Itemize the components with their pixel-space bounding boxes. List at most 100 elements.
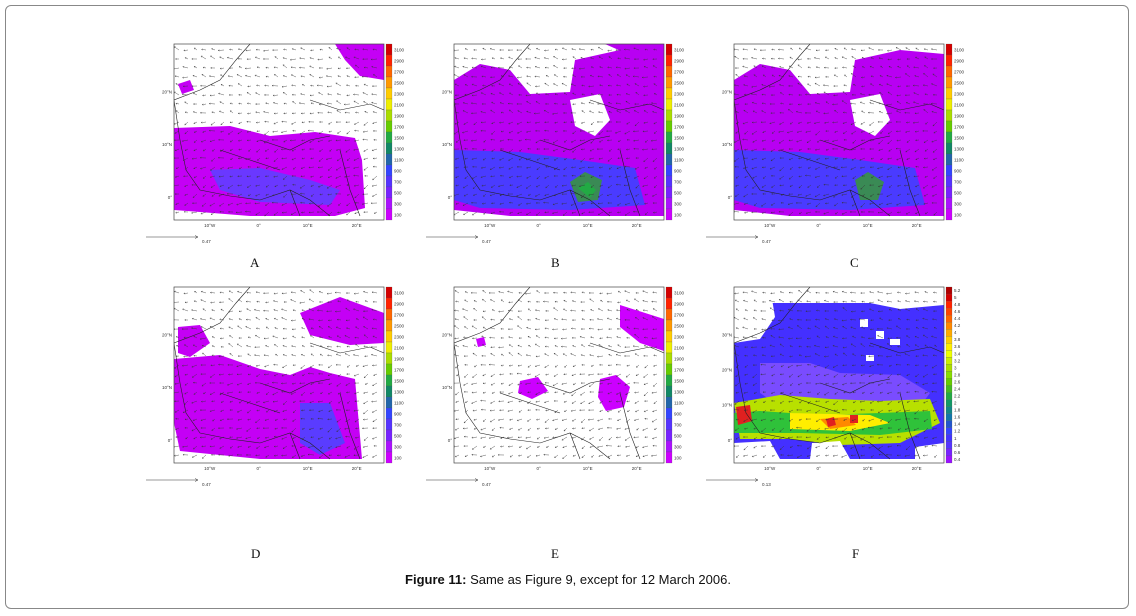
- lon-tick-label: 20°E: [352, 466, 362, 471]
- colorbar-label: 100: [674, 456, 682, 461]
- colorbar-swatch: [665, 286, 673, 299]
- colorbar-swatch: [665, 407, 673, 420]
- colorbar-label: 2700: [394, 313, 405, 318]
- colorbar-label: 5: [954, 295, 957, 300]
- panel-label-d: D: [251, 546, 261, 561]
- colorbar-swatch: [945, 98, 953, 111]
- colorbar-swatch: [385, 43, 393, 56]
- colorbar-label: 3.6: [954, 344, 961, 349]
- colorbar-swatch: [945, 164, 953, 177]
- colorbar-swatch: [385, 98, 393, 111]
- colorbar-label: 2100: [674, 346, 685, 351]
- shaded-region: [866, 355, 874, 361]
- lon-tick-label: 20°E: [352, 223, 362, 228]
- colorbar-swatch: [385, 407, 393, 420]
- colorbar-swatch: [945, 371, 953, 379]
- colorbar-swatch: [385, 308, 393, 321]
- map-b: 20°N 10°N 0° 10°W 0° 10°E 20°E 3100 2900 2700 2500…: [426, 43, 685, 244]
- colorbar-label: 2500: [674, 324, 685, 329]
- lon-tick-label: 10°E: [863, 223, 873, 228]
- shaded-region: [605, 44, 664, 70]
- lat-tick-label: 20°N: [162, 89, 172, 94]
- colorbar-label: 1100: [954, 158, 964, 163]
- colorbar-label: 300: [394, 445, 402, 450]
- colorbar-label: 2500: [394, 81, 405, 86]
- colorbar-label: 1500: [674, 379, 685, 384]
- colorbar-label: 3.8: [954, 337, 961, 342]
- colorbar-label: 1900: [394, 114, 405, 119]
- colorbar-label: 1300: [954, 147, 965, 152]
- colorbar-swatch: [945, 441, 953, 450]
- colorbar-label: 4.8: [954, 302, 961, 307]
- colorbar-label: 900: [674, 169, 682, 174]
- colorbar-label: 300: [674, 445, 682, 450]
- coastline: [454, 287, 664, 460]
- lat-tick-label: 20°N: [722, 89, 732, 94]
- colorbar-swatch: [945, 343, 953, 351]
- coastline: [734, 287, 944, 460]
- colorbar-swatch: [385, 54, 393, 67]
- colorbar-label: 900: [394, 169, 402, 174]
- colorbar-swatch: [945, 131, 953, 144]
- colorbar-swatch: [945, 413, 953, 421]
- colorbar-swatch: [945, 455, 953, 464]
- colorbar-label: 300: [394, 202, 402, 207]
- shaded-region: [810, 441, 850, 459]
- lat-tick-label: 0°: [168, 438, 173, 443]
- lon-tick-label: 0°: [817, 466, 822, 471]
- lon-tick-label: 0°: [257, 223, 262, 228]
- shaded-region: [518, 377, 548, 399]
- colorbar-swatch: [945, 208, 953, 221]
- lat-tick-label: 10°N: [442, 385, 452, 390]
- colorbar-swatch: [665, 120, 673, 133]
- colorbar-label: 2900: [954, 59, 965, 64]
- colorbar-label: 100: [954, 213, 962, 218]
- lon-tick-label: 10°E: [303, 466, 313, 471]
- colorbar-swatch: [385, 319, 393, 332]
- colorbar-label: 3: [954, 365, 957, 370]
- colorbar-swatch: [385, 385, 393, 398]
- colorbar-label: 2500: [674, 81, 685, 86]
- colorbar-label: 4.2: [954, 323, 961, 328]
- colorbar-label: 1500: [394, 379, 405, 384]
- colorbar-label: 2.2: [954, 394, 961, 399]
- colorbar-label: 700: [674, 423, 682, 428]
- colorbar-label: 1100: [394, 158, 404, 163]
- reference-vector-value: 0.47: [202, 239, 211, 244]
- colorbar-swatch: [385, 197, 393, 210]
- colorbar-swatch: [385, 363, 393, 376]
- lon-tick-label: 20°E: [912, 223, 922, 228]
- colorbar-label: 900: [674, 412, 682, 417]
- map-f: 30°N 20°N 10°N 0° 10°W 0° 10°E 20°E 5.2 5 4.8 4.6 4.…: [706, 286, 961, 487]
- lat-tick-label: 20°N: [442, 89, 452, 94]
- colorbar-swatch: [665, 429, 673, 442]
- colorbar-label: 300: [674, 202, 682, 207]
- colorbar-label: 2300: [394, 92, 405, 97]
- colorbar-label: 1.6: [954, 415, 961, 420]
- lon-tick-label: 10°W: [204, 223, 216, 228]
- colorbar-swatch: [665, 142, 673, 155]
- colorbar-label: 0.4: [954, 457, 961, 462]
- lon-tick-label: 10°W: [204, 466, 216, 471]
- colorbar-label: 1100: [674, 158, 684, 163]
- shaded-region: [876, 331, 884, 339]
- lon-tick-label: 0°: [537, 223, 542, 228]
- colorbar-swatch: [385, 109, 393, 122]
- colorbar-swatch: [385, 164, 393, 177]
- lat-tick-label: 20°N: [722, 367, 732, 372]
- colorbar-label: 0.6: [954, 450, 961, 455]
- shaded-region: [855, 172, 884, 200]
- colorbar-swatch: [665, 374, 673, 387]
- colorbar-label: 1.4: [954, 422, 961, 427]
- colorbar-label: 1900: [394, 357, 405, 362]
- colorbar-label: 1.2: [954, 429, 961, 434]
- colorbar-label: 2.6: [954, 379, 961, 384]
- shaded-region: [850, 415, 858, 423]
- colorbar-swatch: [385, 153, 393, 166]
- colorbar-swatch: [385, 330, 393, 343]
- colorbar-label: 1300: [394, 390, 405, 395]
- lat-tick-label: 10°N: [442, 142, 452, 147]
- colorbar-label: 2700: [954, 70, 965, 75]
- colorbar-label: 2.4: [954, 386, 961, 391]
- colorbar-swatch: [385, 120, 393, 133]
